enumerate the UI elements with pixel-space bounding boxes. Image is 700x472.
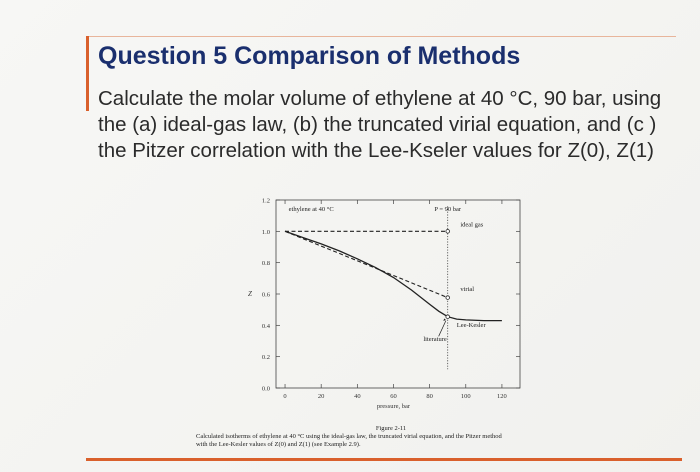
literature-arrowhead (443, 318, 446, 322)
isotherm-label: ethylene at 40 °C (289, 206, 334, 213)
figure-number: Figure 2-11 (375, 425, 407, 432)
footer-accent-bar (86, 458, 682, 461)
question-line-3: the Pitzer correlation with the Lee-Ksel… (98, 139, 654, 162)
x-tick-label: 60 (390, 393, 397, 400)
lee-kesler-label: Lee-Kesler (457, 322, 487, 329)
y-tick-label: 1.2 (262, 198, 270, 205)
title-accent-bar (86, 36, 89, 111)
question-text: Calculate the molar volume of ethylene a… (98, 86, 688, 164)
y-tick-label: 0.0 (262, 386, 270, 393)
series-line-virial (284, 230, 448, 299)
y-tick-label: 0.2 (262, 354, 270, 361)
compressibility-chart: 0 20 40 60 80 100 120 0.0 0.2 0.4 0.6 0.8 1.0 1.2 pre… (248, 198, 521, 410)
x-tick-label: 0 (283, 393, 286, 400)
point-virial (445, 295, 450, 300)
y-tick-label: 0.4 (262, 323, 271, 330)
plot-frame (275, 199, 521, 389)
x-tick-label: 20 (318, 393, 325, 400)
x-tick-label: 120 (497, 393, 507, 400)
point-lee-kesler (445, 314, 450, 319)
question-line-1: Calculate the molar volume of ethylene a… (98, 87, 662, 110)
x-axis-label: pressure, bar (377, 403, 411, 410)
title-top-rule (86, 36, 676, 37)
caption-line-1: Calculated isotherms of ethylene at 40 °… (196, 433, 502, 440)
figure-caption: Figure 2-11 Calculated isotherms of ethy… (196, 425, 586, 449)
literature-arrow (438, 320, 447, 337)
caption-line-2: with the Lee-Kesler values of Z(0) and Z… (196, 441, 361, 448)
literature-label: literature (423, 336, 447, 343)
y-axis-label: Z (248, 290, 252, 298)
y-tick-label: 0.6 (262, 292, 271, 299)
ideal-gas-label: ideal gas (460, 222, 483, 229)
pressure-label: P = 90 bar (434, 206, 462, 213)
compressibility-figure: 0 20 40 60 80 100 120 0.0 0.2 0.4 0.6 0.8 1.0 1.2 pre… (190, 186, 590, 451)
x-tick-label: 80 (426, 393, 433, 400)
slide-title: Question 5 Comparison of Methods (98, 42, 521, 70)
virial-label: virial (460, 286, 474, 293)
y-tick-label: 1.0 (262, 229, 270, 236)
x-tick-label: 100 (461, 393, 471, 400)
series-line-lee-kesler (284, 230, 502, 322)
point-ideal-gas (445, 229, 450, 234)
x-tick-label: 40 (354, 393, 361, 400)
question-line-2: the (a) ideal-gas law, (b) the truncated… (98, 113, 657, 136)
y-tick-label: 0.8 (262, 260, 270, 267)
